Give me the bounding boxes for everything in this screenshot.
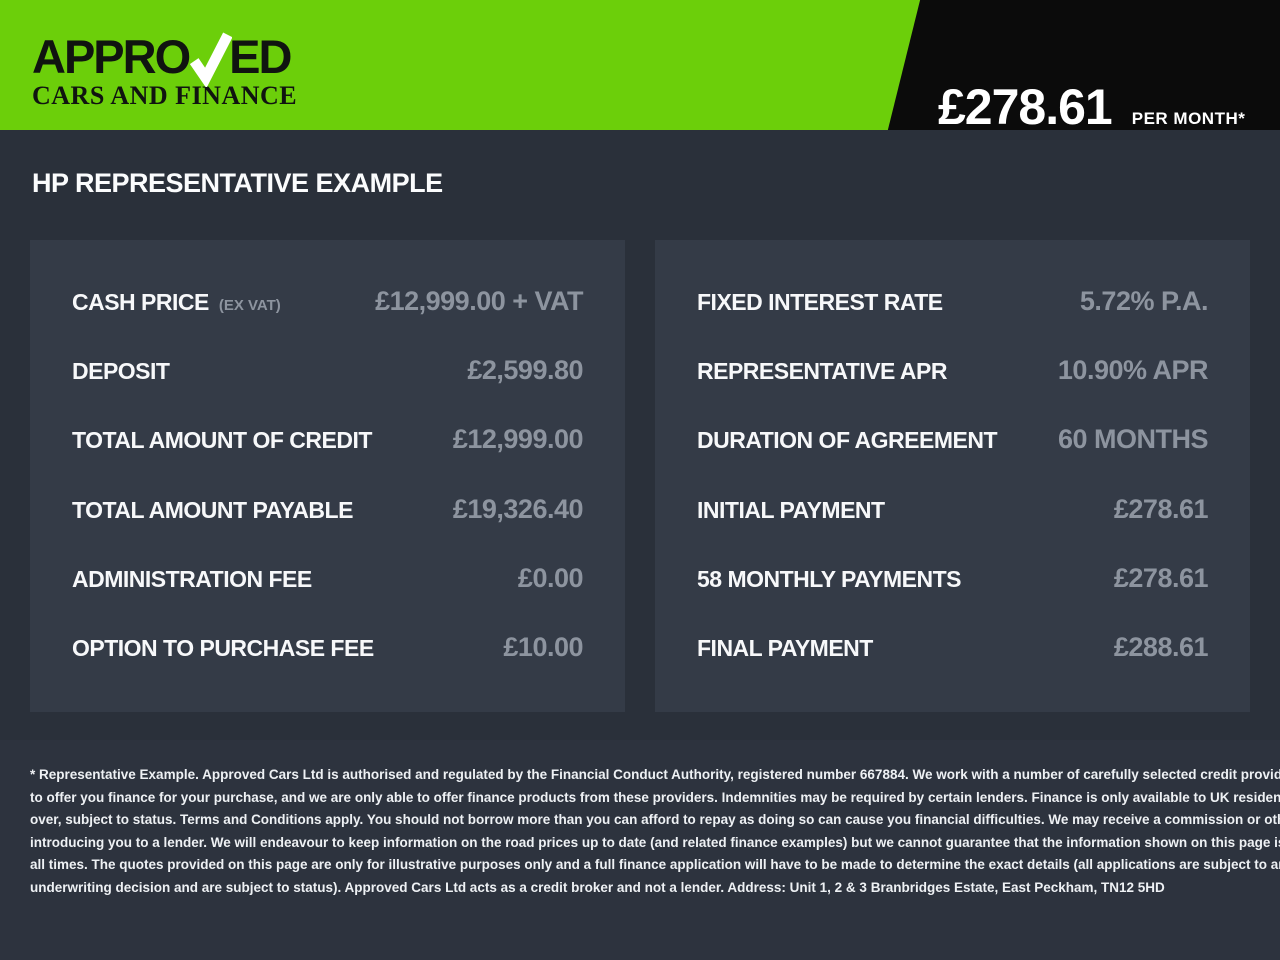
row-label: INITIAL PAYMENT (697, 496, 885, 523)
row-value: £12,999.00 + VAT (375, 286, 583, 316)
disclaimer-line: * Representative Example. Approved Cars … (30, 767, 1280, 782)
row-value: £288.61 (1113, 631, 1209, 662)
brand-name-part2: ED (229, 30, 292, 83)
monthly-price-amount: £278.61 (938, 79, 1113, 135)
row-label: 58 MONTHLY PAYMENTS (697, 565, 962, 592)
row-label: OPTION TO PURCHASE FEE (72, 634, 374, 661)
monthly-price: £278.61 PER MONTH* (938, 78, 1246, 135)
row-value: £19,326.40 (452, 493, 584, 524)
finance-row-final-payment: FINAL PAYMENT £288.61 (697, 631, 1209, 666)
disclaimer-line: underwriting decision and are subject to… (30, 879, 1165, 895)
row-value: £2,599.80 (467, 355, 583, 386)
row-label: FINAL PAYMENT (697, 634, 873, 661)
finance-panel-right: FIXED INTEREST RATE 5.72% P.A. REPRESENT… (655, 240, 1250, 712)
finance-row-admin-fee: ADMINISTRATION FEE £0.00 (72, 562, 584, 597)
row-value: £12,999.00 (452, 424, 584, 455)
monthly-price-suffix: PER MONTH* (1131, 109, 1246, 128)
row-value: £278.61 (1113, 562, 1209, 593)
finance-row-initial-payment: INITIAL PAYMENT £278.61 (697, 493, 1209, 528)
brand-logo: APPRO ED CARS AND FINANCE (32, 22, 297, 111)
finance-row-total-payable: TOTAL AMOUNT PAYABLE £19,326.40 (72, 493, 584, 528)
disclaimer-line: all times. The quotes provided on this p… (30, 857, 1280, 872)
check-icon (190, 32, 233, 87)
finance-panel-left: CASH PRICE (EX VAT) £12,999.00 + VAT DEPO… (30, 240, 625, 712)
finance-row-interest-rate: FIXED INTEREST RATE 5.72% P.A. (697, 286, 1209, 320)
row-note: (EX VAT) (218, 297, 281, 314)
brand-name: APPRO ED (32, 22, 297, 87)
disclaimer-line: over, subject to status. Terms and Condi… (30, 812, 1280, 827)
row-label: TOTAL AMOUNT PAYABLE (72, 496, 353, 523)
brand-name-part1: APPRO (32, 30, 191, 83)
row-label: DURATION OF AGREEMENT (697, 427, 998, 454)
row-value: £278.61 (1113, 493, 1209, 524)
row-value: 10.90% APR (1057, 355, 1209, 386)
finance-row-duration: DURATION OF AGREEMENT 60 MONTHS (697, 424, 1209, 458)
row-label: CASH PRICE (72, 289, 209, 315)
header-banner: APPRO ED CARS AND FINANCE £278.61 PER MO… (0, 0, 1280, 130)
finance-row-total-credit: TOTAL AMOUNT OF CREDIT £12,999.00 (72, 424, 584, 458)
row-value: 60 MONTHS (1057, 424, 1209, 455)
row-value: £0.00 (517, 562, 584, 593)
row-label: TOTAL AMOUNT OF CREDIT (72, 427, 372, 454)
brand-tagline: CARS AND FINANCE (32, 81, 298, 110)
disclaimer-footer: * Representative Example. Approved Cars … (0, 740, 1280, 960)
row-label: FIXED INTEREST RATE (697, 289, 943, 315)
finance-row-option-fee: OPTION TO PURCHASE FEE £10.00 (72, 632, 583, 666)
disclaimer-line: to offer you finance for your purchase, … (30, 789, 1280, 805)
page-title: HP REPRESENTATIVE EXAMPLE (32, 168, 443, 198)
row-label: ADMINISTRATION FEE (72, 565, 312, 592)
monthly-price-badge: £278.61 PER MONTH* (887, 0, 1280, 130)
row-label: DEPOSIT (72, 358, 170, 385)
finance-row-cash-price: CASH PRICE (EX VAT) £12,999.00 + VAT (72, 286, 583, 320)
finance-row-deposit: DEPOSIT £2,599.80 (72, 355, 583, 389)
row-value: 5.72% P.A. (1079, 286, 1209, 316)
finance-row-monthly-payments: 58 MONTHLY PAYMENTS £278.61 (697, 562, 1209, 597)
disclaimer-line: introducing you to a lender. We will end… (30, 834, 1280, 850)
row-value: £10.00 (503, 631, 583, 662)
finance-row-apr: REPRESENTATIVE APR 10.90% APR (697, 355, 1209, 389)
row-label: REPRESENTATIVE APR (697, 358, 948, 385)
